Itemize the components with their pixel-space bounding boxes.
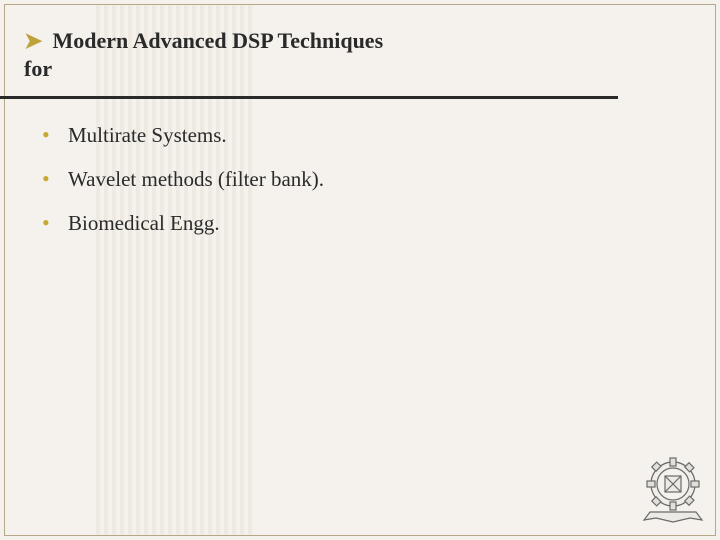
list-item: Wavelet methods (filter bank). <box>42 165 696 193</box>
title-row: ➤ Modern Advanced DSP Techniques <box>24 28 696 54</box>
bullet-list: Multirate Systems. Wavelet methods (filt… <box>24 121 696 237</box>
list-item-text: Wavelet methods (filter bank). <box>68 167 324 191</box>
slide-title-line2: for <box>24 56 696 82</box>
institute-logo-icon <box>640 454 706 526</box>
slide-title-line1: Modern Advanced DSP Techniques <box>52 28 383 54</box>
list-item-text: Biomedical Engg. <box>68 211 220 235</box>
slide-content: ➤ Modern Advanced DSP Techniques for Mul… <box>0 0 720 237</box>
list-item: Biomedical Engg. <box>42 209 696 237</box>
arrow-bullet-icon: ➤ <box>24 28 42 54</box>
list-item: Multirate Systems. <box>42 121 696 149</box>
horizontal-rule <box>0 96 618 99</box>
list-item-text: Multirate Systems. <box>68 123 227 147</box>
